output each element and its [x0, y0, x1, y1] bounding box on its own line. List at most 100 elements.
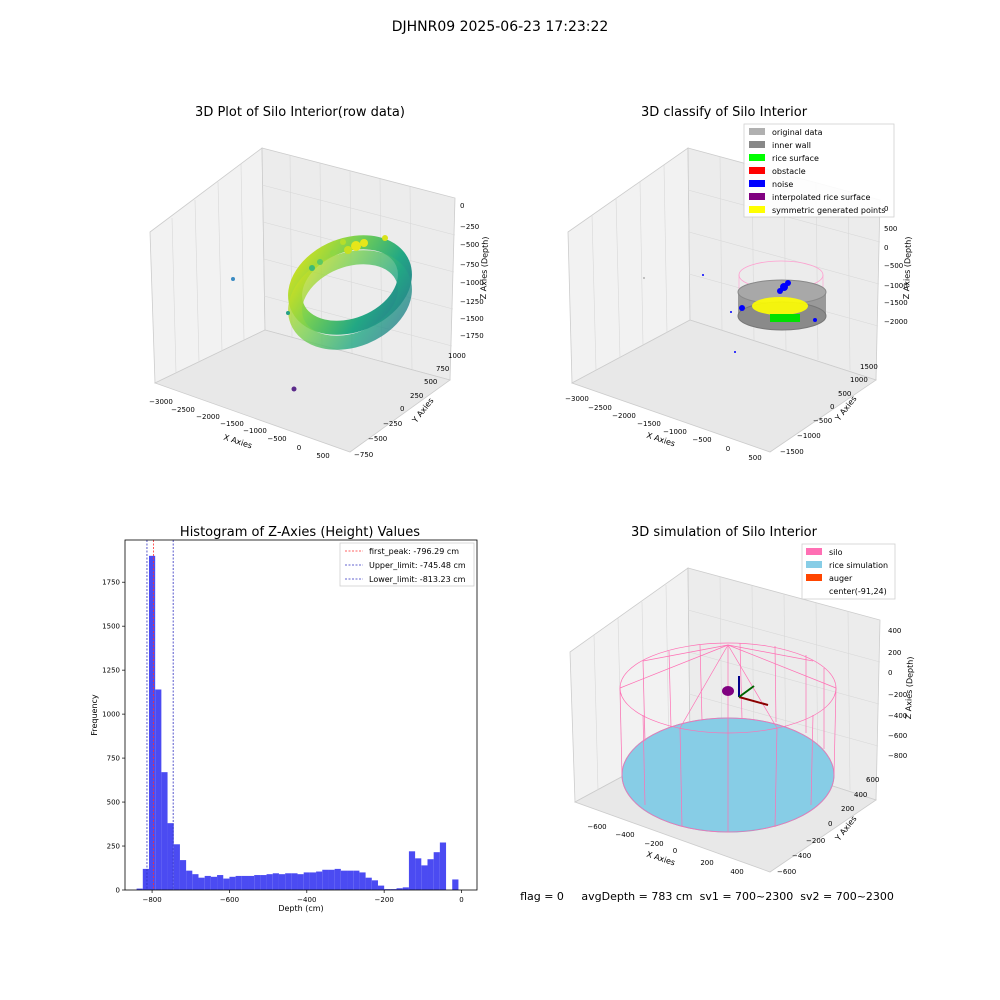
legend-swatch-interpolated [749, 193, 765, 200]
hist-bar [254, 875, 261, 890]
hist-bar [359, 872, 366, 890]
legend-swatch-rice [806, 561, 822, 568]
hist-title: Histogram of Z-Axies (Height) Values [180, 525, 420, 540]
svg-text:−800: −800 [888, 752, 907, 760]
hist-bar [396, 888, 403, 890]
hist-bar [328, 869, 335, 890]
svg-text:−500: −500 [813, 417, 832, 425]
legend-label-obstacle: obstacle [772, 167, 806, 176]
hist-axes-frame [124, 539, 478, 891]
hist-bar [229, 876, 236, 890]
svg-text:−600: −600 [587, 823, 606, 831]
classify-noise-points [702, 274, 817, 353]
svg-text:400: 400 [888, 627, 901, 635]
hist-bar [303, 872, 310, 890]
legend-swatch-symmetric [749, 206, 765, 213]
svg-text:−250: −250 [383, 420, 402, 428]
svg-text:1000: 1000 [448, 352, 466, 360]
hist-ytick-label: 1750 [102, 579, 120, 587]
legend-label-noise: noise [772, 180, 793, 189]
svg-text:−2000: −2000 [612, 412, 636, 420]
hist-bar [260, 875, 267, 890]
hist-ytick-label: 250 [107, 843, 120, 851]
hist-bar [297, 874, 304, 890]
legend-label-original: original data [772, 128, 823, 137]
svg-text:200: 200 [888, 649, 901, 657]
hist-bar [285, 873, 292, 890]
svg-text:1000: 1000 [850, 376, 868, 384]
legend-label-rice: rice simulation [829, 561, 888, 570]
svg-text:−1000: −1000 [663, 428, 687, 436]
hist-bar [340, 870, 348, 890]
svg-text:−1500: −1500 [780, 448, 804, 456]
svg-text:−750: −750 [354, 451, 373, 459]
svg-text:−500: −500 [368, 435, 387, 443]
svg-text:−200: −200 [888, 691, 907, 699]
sim-axis-y-arrow [738, 685, 755, 698]
legend-swatch-noise [749, 180, 765, 187]
hist-bar [402, 887, 409, 890]
raw-floor-pane [153, 329, 451, 453]
hist-bar [186, 870, 193, 890]
svg-text:−2000: −2000 [196, 413, 220, 421]
hist-ytick-label: 1000 [102, 711, 120, 719]
hist-bar [291, 873, 298, 890]
svg-text:−2500: −2500 [588, 404, 612, 412]
hist-bar [173, 844, 180, 890]
svg-text:−2500: −2500 [171, 406, 195, 414]
hist-bar [142, 868, 149, 890]
hist-legend: first_peak: -796.29 cm Upper_limit: -745… [339, 542, 475, 587]
legend-label-lower-limit: Lower_limit: -813.23 cm [369, 575, 466, 584]
hist-bar [415, 858, 422, 890]
sim-xticks: −600 −400 −200 0 200 400 [587, 823, 743, 876]
svg-text:250: 250 [410, 392, 423, 400]
panel-classify-3d: 3D classify of Silo Interior [565, 105, 913, 462]
svg-text:−750: −750 [460, 261, 479, 269]
svg-text:1500: 1500 [860, 363, 878, 371]
legend-swatch-inner-wall [749, 141, 765, 148]
classify-zticks: 0 500 0 −500 −1000 −1500 −2000 [884, 205, 908, 326]
hist-bars [136, 555, 459, 890]
hist-bar [316, 871, 323, 890]
svg-text:0: 0 [828, 820, 832, 828]
panel-classify-title: 3D classify of Silo Interior [641, 105, 808, 120]
hist-bar [148, 555, 156, 890]
svg-text:0: 0 [460, 202, 464, 210]
svg-text:0: 0 [400, 405, 404, 413]
svg-text:0: 0 [726, 445, 730, 453]
svg-text:0: 0 [830, 403, 834, 411]
svg-text:400: 400 [730, 868, 743, 876]
hist-bar [322, 869, 329, 890]
legend-label-first-peak: first_peak: -796.29 cm [369, 547, 459, 556]
svg-text:0: 0 [884, 244, 888, 252]
svg-text:−600: −600 [888, 732, 907, 740]
svg-text:−3000: −3000 [565, 395, 589, 403]
classify-rice-surface [770, 314, 800, 322]
hist-xtick-label: −800 [142, 896, 161, 904]
panel-raw-title: 3D Plot of Silo Interior(row data) [195, 105, 405, 120]
sim-auger [722, 686, 734, 696]
raw-xticks: −3000 −2500 −2000 −1500 −1000 −500 0 500 [149, 398, 330, 460]
legend-label-inner-wall: inner wall [772, 141, 811, 150]
hist-bar [377, 885, 385, 890]
hist-bar [390, 889, 397, 890]
legend-swatch-silo [806, 548, 822, 555]
panel-raw-3d: 3D Plot of Silo Interior(row data) −30 [149, 105, 490, 460]
sim-yticks: −600 −400 −200 0 200 400 600 [777, 776, 879, 876]
svg-text:500: 500 [884, 225, 897, 233]
svg-text:0: 0 [888, 669, 892, 677]
hist-bar [427, 859, 434, 890]
hist-bar [192, 874, 199, 890]
hist-bar [347, 870, 354, 890]
hist-bar [167, 823, 174, 890]
classify-yticks: −1500 −1000 −500 0 500 1000 1500 [780, 363, 878, 456]
svg-text:−250: −250 [460, 223, 479, 231]
legend-label-symmetric: symmetric generated points [772, 206, 885, 215]
hist-ytick-label: 750 [107, 755, 120, 763]
classify-xticks: −3000 −2500 −2000 −1500 −1000 −500 0 500 [565, 395, 762, 462]
hist-ytick-label: 0 [116, 887, 120, 895]
svg-text:−400: −400 [888, 712, 907, 720]
panel-simulation-3d: 3D simulation of Silo Interior [569, 525, 915, 876]
sim-legend: silo rice simulation auger center(-91,24… [801, 543, 896, 600]
svg-text:500: 500 [316, 452, 329, 460]
